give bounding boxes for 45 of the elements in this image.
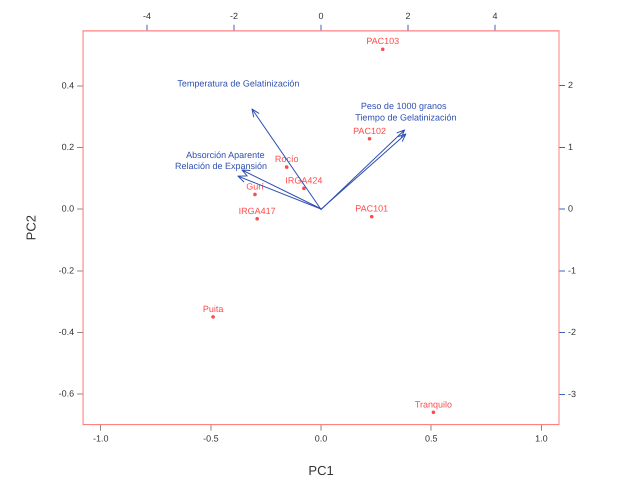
y-tick-label: 0.4 — [62, 80, 74, 91]
point — [368, 136, 372, 141]
y-tick-label: -0.2 — [58, 265, 74, 276]
data-label: PAC103 — [366, 36, 400, 46]
y-tick-label: -0.6 — [58, 388, 74, 398]
x2-tick-label: 0 — [318, 10, 324, 21]
point — [284, 165, 288, 169]
x2-tick-label: -4 — [143, 10, 152, 21]
x-tick-label: 1.0 — [535, 433, 548, 444]
x2-tick-label: 2 — [406, 10, 411, 21]
y2-tick-label: -3 — [568, 388, 576, 399]
x-tick-label: -0.5 — [203, 433, 219, 444]
x-tick-label: -1.0 — [92, 433, 108, 444]
y2-tick-label: -1 — [568, 265, 576, 276]
annotation: Tiempo de Gelatinización — [355, 112, 456, 122]
x-tick-label: 0.5 — [424, 433, 438, 444]
y2-tick-label: 0 — [568, 204, 574, 214]
point — [211, 315, 215, 319]
x2-tick-label: -2 — [230, 10, 238, 21]
point — [302, 186, 306, 190]
annotation: Temperatura de Gelatinización — [177, 78, 300, 88]
x-tick-label: 0.0 — [314, 433, 328, 444]
data-label: PAC101 — [355, 204, 388, 214]
point — [380, 47, 385, 52]
y-tick-label: -0.4 — [58, 326, 74, 337]
y2-tick-label: 1 — [568, 142, 574, 152]
y-tick-label: 0.2 — [62, 142, 74, 152]
data-label: Tranquilo — [414, 399, 452, 410]
y-tick-label: 0.0 — [62, 204, 74, 214]
y2-tick-label: -2 — [568, 327, 576, 338]
x-axis-title: PC1 — [308, 462, 334, 478]
point — [253, 192, 257, 196]
y2-tick-label: 2 — [568, 80, 574, 90]
data-label: PAC102 — [353, 126, 386, 136]
annotation: Relación de Expansión — [174, 161, 268, 172]
data-label: IRGA417 — [238, 206, 276, 216]
annotation: Absorción Aparente — [186, 150, 265, 160]
x2-tick-label: 4 — [492, 10, 498, 21]
point — [370, 214, 374, 218]
data-label: Gurí — [246, 181, 264, 192]
annotation: Peso de 1000 granos — [360, 101, 447, 112]
data-label: Puita — [202, 304, 224, 314]
point — [255, 216, 259, 221]
y-axis-title: PC2 — [23, 215, 38, 240]
point — [432, 410, 436, 414]
